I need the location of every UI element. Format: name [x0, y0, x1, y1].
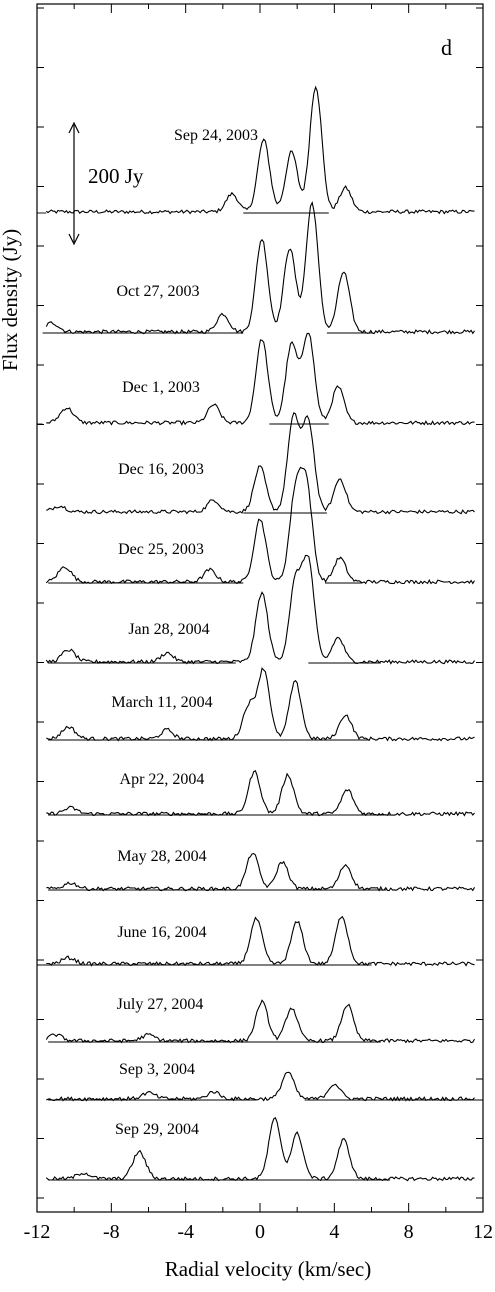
- series-date-label: Dec 25, 2003: [118, 541, 204, 558]
- spectrum-line: [45, 554, 475, 665]
- series-date-label: Sep 24, 2003: [174, 127, 258, 144]
- spectrum-line: [46, 915, 475, 967]
- series-date-label: Apr 22, 2004: [120, 771, 205, 788]
- spectrum-series: Dec 16, 2003: [46, 411, 475, 515]
- series-date-label: June 16, 2004: [117, 924, 206, 941]
- series-date-label: Sep 29, 2004: [115, 1121, 199, 1138]
- spectrum-line: [46, 411, 475, 515]
- series-date-label: Dec 16, 2003: [118, 461, 204, 478]
- spectrum-line: [46, 853, 475, 892]
- spectrum-line: [46, 332, 475, 426]
- series-date-label: March 11, 2004: [111, 694, 212, 711]
- spectrum-line: [45, 85, 475, 215]
- series-date-label: Oct 27, 2003: [116, 283, 199, 300]
- x-tick-label: -8: [103, 1221, 120, 1243]
- spectrum-series: Oct 27, 2003: [42, 201, 475, 335]
- spectrum-series: Dec 25, 2003: [45, 466, 475, 585]
- scale-bar: [68, 121, 80, 246]
- series-group: Sep 24, 2003 Oct 27, 2003 Dec 1, 2003 Dec 1…: [37, 85, 483, 1182]
- spectrum-series: May 28, 2004: [46, 848, 475, 892]
- spectrum-line: [45, 1116, 475, 1182]
- series-date-label: Jan 28, 2004: [128, 621, 209, 638]
- x-tick-label: -12: [24, 1221, 51, 1243]
- spectrum-series: Sep 3, 2004: [46, 1061, 483, 1102]
- ticks: [36, 4, 484, 1212]
- spectrum-series: Dec 1, 2003: [37, 332, 475, 426]
- spectrum-line: [46, 1071, 475, 1102]
- x-tick-label: 8: [404, 1221, 414, 1243]
- series-date-label: Sep 3, 2004: [119, 1061, 195, 1078]
- x-tick-label: 4: [329, 1221, 339, 1243]
- x-tick-label: 12: [473, 1221, 493, 1243]
- spectrum-series: March 11, 2004: [46, 667, 475, 742]
- spectrum-series: Sep 24, 2003: [37, 85, 475, 215]
- y-axis-label: Flux density (Jy): [0, 229, 22, 371]
- spectrum-series: Sep 29, 2004: [45, 1116, 475, 1182]
- spectrum-series: July 27, 2004: [45, 996, 475, 1044]
- x-tick-labels: -12 -8 -4 0 4 8 12: [24, 1221, 493, 1243]
- series-date-label: May 28, 2004: [117, 848, 206, 865]
- scale-bar-label: 200 Jy: [88, 164, 144, 188]
- spectrum-line: [45, 999, 475, 1044]
- spectrum-line: [45, 201, 475, 335]
- panel-label: d: [441, 35, 452, 60]
- spectrum-series: June 16, 2004: [37, 915, 475, 967]
- x-tick-label: -4: [177, 1221, 194, 1243]
- series-date-label: Dec 1, 2003: [122, 379, 200, 396]
- spectrum-series: Jan 28, 2004: [45, 554, 475, 665]
- x-tick-label: 0: [255, 1221, 265, 1243]
- x-axis-label: Radial velocity (km/sec): [165, 1257, 371, 1281]
- spectrum-line: [46, 770, 475, 817]
- spectrum-line: [45, 466, 475, 585]
- spectrum-series: Apr 22, 2004: [46, 770, 475, 817]
- series-date-label: July 27, 2004: [117, 996, 204, 1013]
